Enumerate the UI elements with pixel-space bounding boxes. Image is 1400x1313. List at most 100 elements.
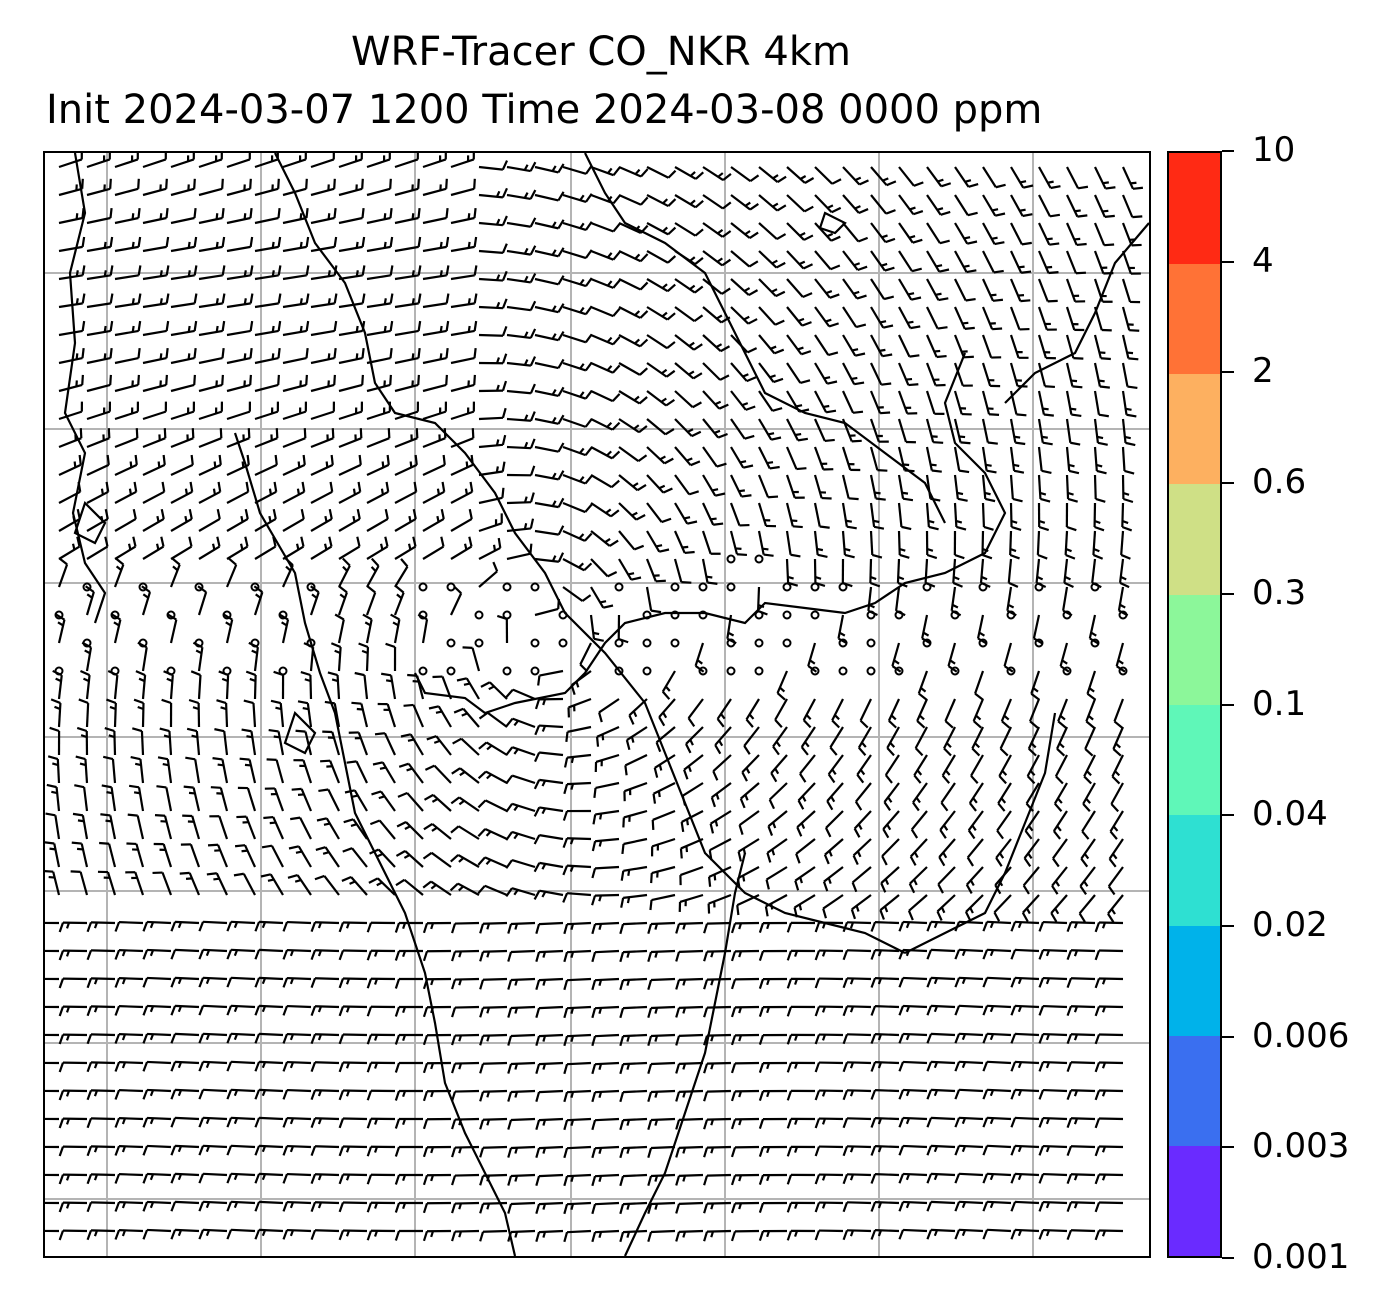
wind-barb: [898, 1032, 928, 1044]
wind-barb: [981, 502, 994, 531]
wind-barb: [1093, 334, 1111, 361]
wind-barb: [982, 1060, 1012, 1072]
wind-barb: [478, 215, 508, 227]
wind-barb: [310, 320, 338, 337]
wind-barb: [535, 1201, 564, 1215]
wind-barb: [842, 1201, 872, 1213]
calm-wind-marker: [110, 610, 120, 620]
wind-barb: [1037, 390, 1054, 417]
calm-wind-marker: [82, 638, 92, 648]
wind-barb: [142, 293, 170, 309]
wind-barb: [972, 698, 985, 729]
wind-barb: [618, 334, 649, 348]
wind-barb: [982, 1228, 1012, 1240]
wind-barb: [479, 1229, 508, 1242]
wind-barb: [1056, 726, 1069, 757]
wind-barb: [730, 949, 760, 962]
wind-barb: [170, 1144, 200, 1156]
wind-barb: [708, 865, 732, 887]
wind-barb: [703, 1229, 732, 1242]
wind-barb: [646, 446, 674, 465]
colorbar-segment: [1169, 263, 1220, 375]
wind-barb: [675, 977, 704, 990]
wind-barb: [898, 1172, 928, 1184]
calm-wind-marker: [110, 666, 120, 676]
wind-barb: [1010, 948, 1040, 960]
wind-barb: [225, 557, 238, 588]
wind-barb: [982, 194, 1006, 217]
wind-barb-map: [45, 153, 1149, 1256]
wind-barb: [926, 250, 950, 273]
wind-barb: [898, 166, 924, 187]
calm-wind-marker: [278, 610, 288, 620]
wind-barb: [590, 446, 621, 460]
wind-barb: [758, 1005, 788, 1017]
wind-barb: [1107, 894, 1124, 923]
wind-barb: [882, 810, 900, 839]
wind-barb: [254, 293, 282, 309]
wind-barb: [953, 334, 974, 359]
wind-barb: [170, 948, 200, 960]
wind-barb: [422, 178, 448, 197]
wind-barb: [394, 320, 422, 337]
wind-barb: [785, 530, 801, 558]
map-panel: [43, 151, 1151, 1258]
wind-barb: [678, 893, 704, 912]
wind-barb: [86, 293, 114, 309]
wind-barb: [822, 866, 844, 892]
wind-barb: [330, 642, 342, 672]
wind-barb: [45, 1145, 60, 1149]
wind-barb: [842, 1117, 872, 1129]
wind-barb: [236, 815, 257, 840]
wind-barb: [1010, 1144, 1040, 1156]
wind-barb: [114, 1089, 144, 1100]
wind-barb: [58, 178, 84, 197]
wind-barb: [925, 530, 938, 560]
wind-barb: [1066, 1229, 1096, 1241]
wind-barb: [282, 454, 306, 476]
wind-barb: [1063, 558, 1074, 589]
wind-barb: [1121, 362, 1138, 390]
wind-barb: [478, 561, 499, 588]
calm-wind-marker: [838, 582, 848, 592]
wind-barb: [954, 1200, 984, 1212]
wind-barb: [395, 850, 424, 868]
calm-wind-marker: [782, 582, 792, 592]
wind-barb: [829, 726, 844, 756]
wind-barb: [802, 698, 816, 729]
wind-barb: [338, 207, 365, 225]
wind-barb: [758, 1089, 788, 1101]
wind-barb: [887, 698, 900, 729]
calm-wind-marker: [1062, 666, 1072, 676]
calm-wind-marker: [1090, 582, 1100, 592]
wind-barb: [765, 866, 788, 890]
wind-barb: [45, 841, 61, 868]
wind-barb: [841, 474, 859, 501]
wind-barb: [743, 726, 760, 755]
wind-barb: [898, 948, 928, 960]
wind-barb: [970, 754, 984, 785]
wind-barb: [786, 334, 812, 356]
wind-barb: [796, 810, 816, 837]
wind-barb: [394, 558, 409, 588]
wind-barb: [451, 767, 480, 784]
wind-barb: [310, 265, 338, 281]
wind-barb: [49, 726, 61, 756]
wind-barb: [507, 1201, 536, 1214]
calm-wind-marker: [922, 638, 932, 648]
wind-barb: [1009, 446, 1025, 474]
wind-barb: [703, 1201, 732, 1214]
wind-barb: [619, 1005, 648, 1019]
wind-barb: [730, 222, 759, 239]
wind-barb: [1038, 222, 1060, 246]
wind-barb: [897, 502, 912, 531]
wind-barb: [925, 502, 939, 531]
wind-barb: [702, 222, 732, 238]
wind-barb: [869, 418, 889, 443]
wind-barb: [338, 265, 366, 281]
wind-barb: [786, 1061, 816, 1073]
calm-wind-marker: [670, 582, 680, 592]
wind-barb: [400, 733, 424, 756]
wind-barb: [348, 731, 369, 756]
wind-barb: [226, 428, 251, 449]
